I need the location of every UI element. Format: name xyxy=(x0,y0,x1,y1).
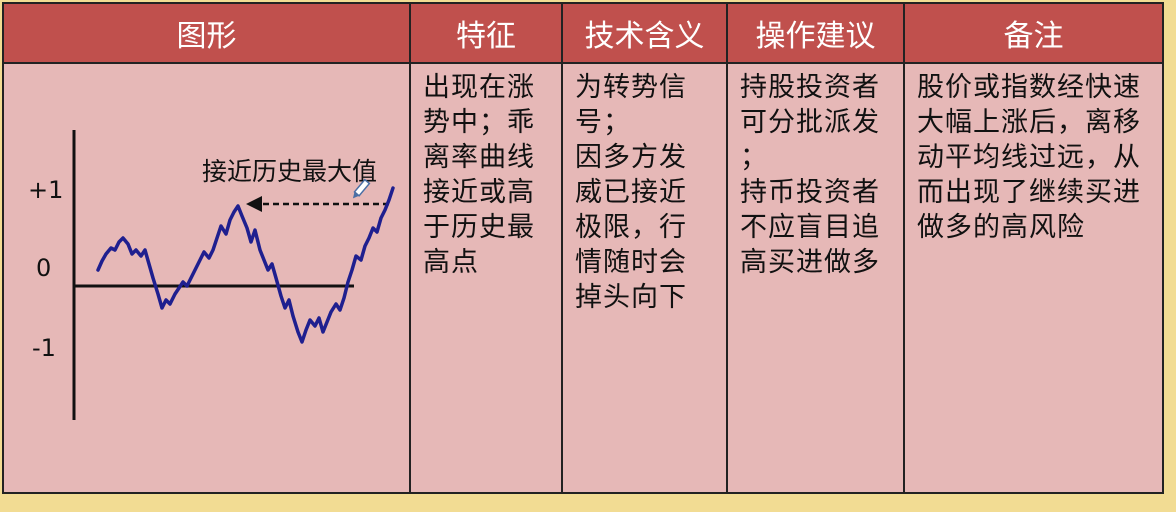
column-advice: 操作建议 持股投资者 可分批派发 ； 持币投资者 不应盲目追 高买进做多 xyxy=(728,4,905,492)
header-advice: 操作建议 xyxy=(728,4,903,64)
header-notes: 备注 xyxy=(905,4,1162,64)
cell-feature: 出现在涨 势中；乖 离率曲线 接近或高 于历史最 高点 xyxy=(423,72,535,278)
column-notes: 备注 股价或指数经快速 大幅上涨后，离移 动平均线过远，从 而出现了继续买进 做… xyxy=(905,4,1162,492)
header-feature: 特征 xyxy=(411,4,561,64)
y-tick-plus-1: +1 xyxy=(28,176,63,204)
y-tick-minus-1: -1 xyxy=(32,334,56,362)
column-feature: 特征 出现在涨 势中；乖 离率曲线 接近或高 于历史最 高点 xyxy=(411,4,563,492)
bias-curve-diagram: +1 0 -1 接近历史最大值 xyxy=(28,130,395,420)
arrow-head-icon xyxy=(246,196,262,212)
cell-notes: 股价或指数经快速 大幅上涨后，离移 动平均线过远，从 而出现了继续买进 做多的高… xyxy=(917,72,1141,243)
header-meaning: 技术含义 xyxy=(563,4,726,64)
column-meaning: 技术含义 为转势信 号； 因多方发 威已接近 极限，行 情随时会 掉头向下 xyxy=(563,4,728,492)
y-tick-0: 0 xyxy=(36,254,51,282)
column-shape: 图形 +1 0 -1 接近历史最大值 xyxy=(4,4,411,492)
annotation-near-historic-max: 接近历史最大值 xyxy=(202,157,377,186)
header-shape: 图形 xyxy=(4,4,409,64)
cell-advice: 持股投资者 可分批派发 ； 持币投资者 不应盲目追 高买进做多 xyxy=(740,72,880,278)
bias-curve-line xyxy=(96,186,395,344)
bias-table: 图形 +1 0 -1 接近历史最大值 特征 出现在涨 势中；乖 离率曲 xyxy=(2,2,1164,494)
cell-meaning: 为转势信 号； 因多方发 威已接近 极限，行 情随时会 掉头向下 xyxy=(575,72,687,313)
pen-cursor-icon xyxy=(352,178,371,199)
